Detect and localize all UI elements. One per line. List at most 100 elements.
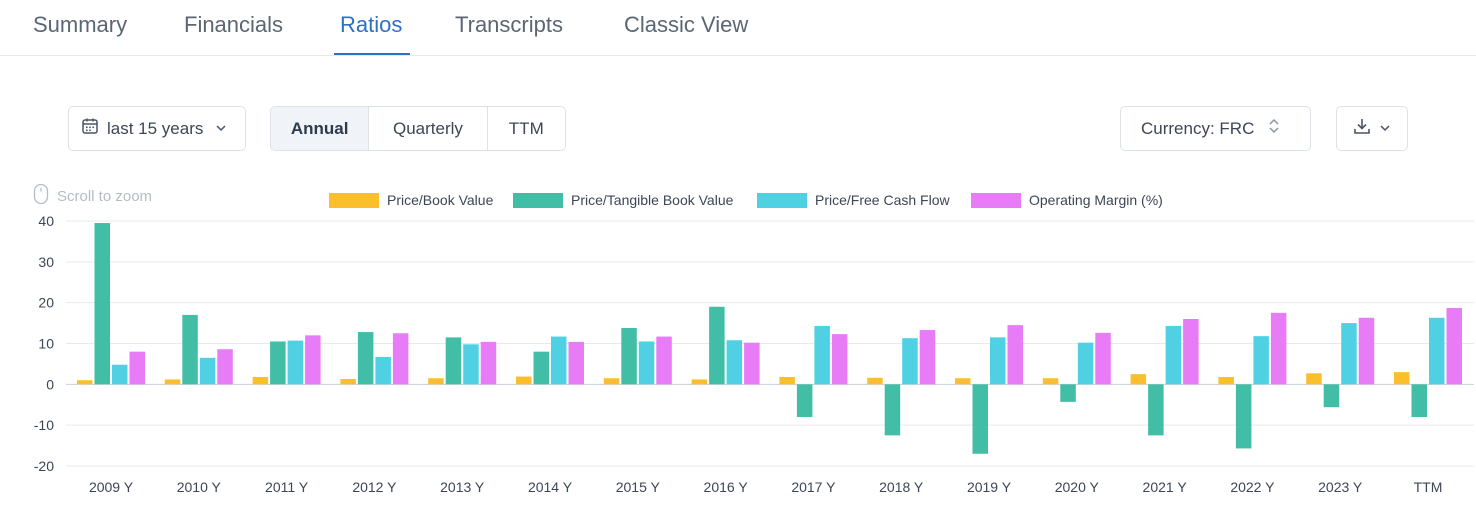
x-tick-label: 2021 Y bbox=[1143, 479, 1188, 495]
bar bbox=[375, 356, 391, 385]
bar bbox=[884, 384, 901, 436]
sort-arrows-icon bbox=[1268, 118, 1280, 139]
active-tab-indicator bbox=[334, 53, 410, 55]
bar bbox=[1165, 325, 1182, 385]
bar bbox=[463, 344, 479, 385]
quarterly-button[interactable]: Quarterly bbox=[369, 107, 488, 150]
bar bbox=[516, 376, 532, 385]
bar bbox=[1235, 384, 1252, 449]
x-tick-label: 2017 Y bbox=[791, 479, 836, 495]
bar bbox=[1095, 332, 1111, 385]
bar bbox=[551, 336, 567, 385]
chevron-down-icon bbox=[1379, 119, 1391, 139]
bar bbox=[1042, 378, 1059, 385]
bar bbox=[1060, 384, 1076, 402]
x-tick-label: 2020 Y bbox=[1055, 479, 1100, 495]
y-tick-label: 0 bbox=[46, 376, 54, 392]
bar bbox=[94, 223, 110, 385]
x-tick-label: 2014 Y bbox=[528, 479, 573, 495]
bar bbox=[305, 335, 321, 385]
legend-label: Price/Book Value bbox=[387, 192, 494, 208]
download-button[interactable] bbox=[1336, 106, 1408, 151]
currency-select[interactable]: Currency: FRC bbox=[1120, 106, 1311, 151]
legend-label: Price/Tangible Book Value bbox=[571, 192, 734, 208]
bar bbox=[1270, 312, 1287, 385]
bar bbox=[1358, 317, 1375, 385]
x-tick-label: 2013 Y bbox=[440, 479, 485, 495]
x-tick-label: 2010 Y bbox=[177, 479, 222, 495]
bar bbox=[972, 384, 988, 454]
bar bbox=[112, 364, 128, 385]
bar bbox=[1253, 336, 1269, 385]
download-icon bbox=[1353, 117, 1371, 140]
ttm-button[interactable]: TTM bbox=[508, 118, 544, 138]
tab-ratios[interactable]: Ratios bbox=[340, 12, 403, 37]
bar bbox=[814, 325, 830, 385]
legend-swatch bbox=[757, 193, 807, 208]
bar bbox=[638, 341, 655, 385]
legend-swatch bbox=[513, 193, 563, 208]
annual-button[interactable]: Annual bbox=[271, 107, 370, 150]
tab-transcripts[interactable]: Transcripts bbox=[455, 12, 563, 37]
legend-swatch bbox=[329, 193, 379, 208]
tab-classic-view[interactable]: Classic View bbox=[624, 12, 749, 37]
bar bbox=[603, 378, 620, 385]
bar bbox=[990, 337, 1006, 385]
bar bbox=[779, 376, 795, 385]
mouse-icon bbox=[33, 183, 49, 209]
y-tick-label: 40 bbox=[38, 213, 54, 229]
bar bbox=[1429, 317, 1445, 385]
bar bbox=[796, 384, 813, 417]
y-tick-label: -20 bbox=[34, 458, 54, 474]
bar bbox=[621, 327, 637, 385]
tab-financials[interactable]: Financials bbox=[184, 12, 284, 37]
bar bbox=[129, 351, 145, 385]
x-tick-label: 2012 Y bbox=[352, 479, 397, 495]
zoom-hint-text: Scroll to zoom bbox=[57, 187, 153, 205]
bar bbox=[867, 377, 883, 385]
zoom-hint: Scroll to zoom bbox=[33, 183, 152, 209]
bar bbox=[1218, 376, 1234, 385]
bar bbox=[691, 379, 708, 385]
bar bbox=[656, 336, 672, 385]
bar bbox=[568, 341, 584, 385]
period-dropdown[interactable]: last 15 years bbox=[68, 106, 246, 151]
bar bbox=[1007, 325, 1023, 385]
x-tick-label: 2011 Y bbox=[265, 479, 309, 495]
bar bbox=[164, 379, 181, 385]
bar bbox=[287, 340, 304, 385]
calendar-icon bbox=[81, 117, 99, 140]
frequency-toggle: Annual Quarterly TTM bbox=[270, 106, 566, 151]
bar bbox=[357, 332, 374, 385]
bar bbox=[533, 351, 549, 385]
tab-bar: Summary Financials Ratios Transcripts Cl… bbox=[0, 0, 1476, 56]
x-tick-label: TTM bbox=[1414, 479, 1443, 495]
x-tick-label: 2018 Y bbox=[879, 479, 924, 495]
x-tick-label: 2015 Y bbox=[616, 479, 661, 495]
currency-label: Currency: FRC bbox=[1141, 118, 1255, 138]
bar bbox=[1183, 319, 1199, 385]
x-tick-label: 2022 Y bbox=[1230, 479, 1275, 495]
bar bbox=[709, 306, 725, 385]
bar bbox=[428, 378, 444, 385]
x-tick-label: 2023 Y bbox=[1318, 479, 1363, 495]
y-tick-label: 20 bbox=[38, 295, 54, 311]
ratios-bar-chart: 40 30 20 10 0 -10 -20 Price/Book Value Price/Tan… bbox=[34, 192, 1474, 495]
tab-summary[interactable]: Summary bbox=[33, 12, 128, 37]
bar bbox=[1148, 384, 1164, 436]
legend-label: Price/Free Cash Flow bbox=[815, 192, 950, 208]
bar bbox=[955, 378, 971, 385]
legend-label: Operating Margin (%) bbox=[1029, 192, 1163, 208]
bar bbox=[1323, 384, 1340, 408]
bar bbox=[1411, 384, 1427, 417]
bar bbox=[217, 349, 233, 385]
bar bbox=[77, 380, 93, 385]
y-tick-label: 10 bbox=[38, 336, 54, 352]
bar bbox=[1130, 374, 1147, 385]
x-tick-label: 2019 Y bbox=[967, 479, 1012, 495]
chevron-down-icon bbox=[215, 119, 227, 139]
x-tick-label: 2016 Y bbox=[704, 479, 749, 495]
bar bbox=[270, 341, 286, 385]
bar bbox=[919, 330, 936, 385]
x-tick-label: 2009 Y bbox=[89, 479, 134, 495]
